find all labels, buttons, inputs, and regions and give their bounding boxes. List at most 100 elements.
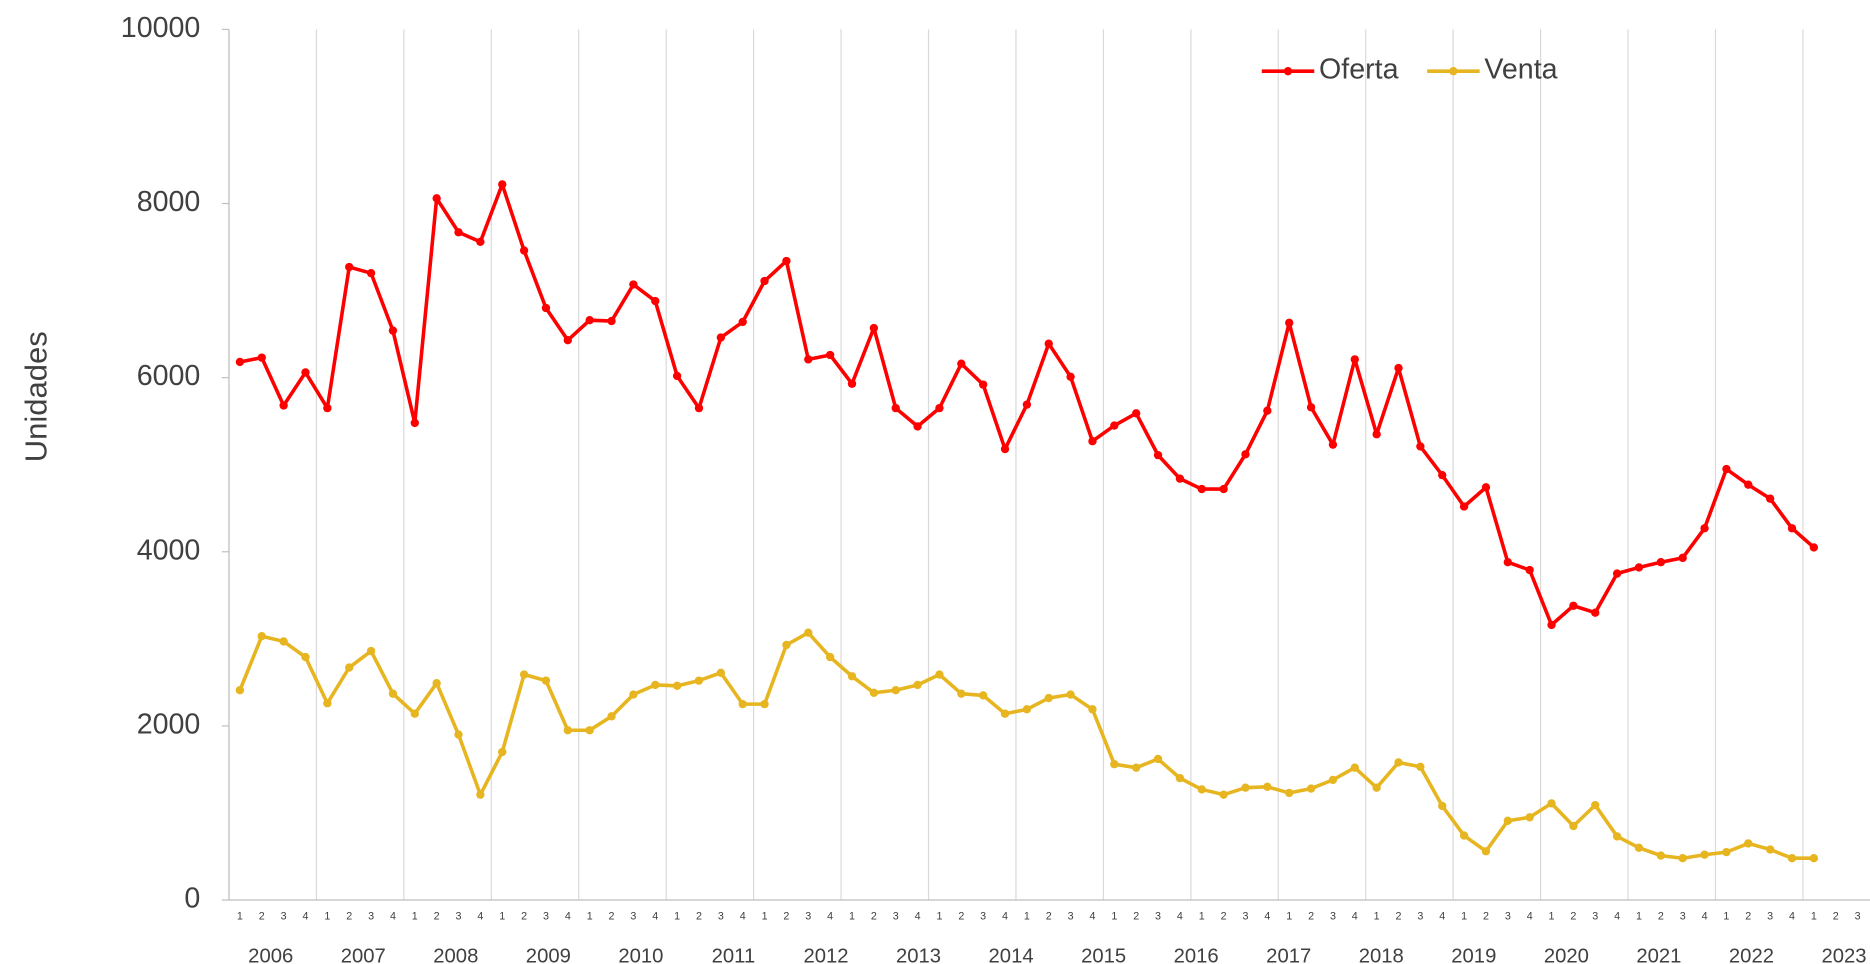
- y-tick-label: 6000: [137, 360, 201, 392]
- data-point: [301, 368, 310, 377]
- x-tick-label: 1: [1024, 911, 1030, 923]
- x-tick-label: 1: [1199, 911, 1205, 923]
- x-tick-label: 3: [281, 911, 287, 923]
- data-point: [847, 379, 857, 388]
- data-point: [629, 280, 638, 289]
- data-point: [563, 336, 572, 345]
- data-point: [279, 637, 288, 646]
- x-tick-label: 1: [1549, 911, 1555, 923]
- data-point: [1372, 783, 1381, 792]
- data-point: [476, 790, 485, 799]
- data-point: [1722, 464, 1731, 474]
- data-point: [1591, 800, 1600, 810]
- data-point: [1197, 785, 1206, 794]
- x-group-label: 2010: [618, 946, 663, 964]
- data-point: [1110, 760, 1119, 769]
- x-tick-label: 3: [1155, 911, 1161, 923]
- data-point: [1459, 831, 1469, 840]
- data-point: [1744, 480, 1753, 489]
- x-group-label: 2013: [896, 946, 941, 964]
- data-point: [1700, 524, 1709, 533]
- data-point: [935, 670, 944, 679]
- data-point: [716, 333, 726, 342]
- x-tick-label: 3: [1592, 911, 1598, 923]
- x-tick-label: 3: [718, 911, 724, 923]
- data-point: [935, 403, 944, 413]
- x-tick-label: 3: [1330, 911, 1336, 923]
- x-tick-label: 4: [1089, 911, 1095, 923]
- legend-swatch-marker: [1283, 66, 1293, 76]
- data-point: [891, 403, 900, 413]
- data-point: [1153, 754, 1163, 764]
- x-tick-label: 2: [958, 911, 964, 923]
- data-point: [607, 712, 616, 721]
- data-point: [738, 317, 747, 327]
- x-tick-label: 3: [893, 911, 899, 923]
- data-point: [366, 646, 376, 656]
- data-point: [235, 686, 245, 695]
- data-point: [1591, 608, 1600, 617]
- data-point: [1569, 601, 1578, 610]
- data-point: [279, 401, 288, 410]
- x-tick-label: 1: [762, 911, 768, 923]
- data-point: [825, 350, 835, 360]
- data-point: [519, 246, 529, 255]
- x-tick-label: 1: [499, 911, 505, 923]
- data-point: [1000, 709, 1010, 718]
- x-group-label: 2022: [1729, 946, 1774, 964]
- data-point: [1438, 801, 1447, 811]
- data-point: [1547, 620, 1556, 630]
- data-point: [891, 686, 900, 695]
- data-point: [913, 422, 922, 431]
- data-point: [1197, 484, 1206, 494]
- data-point: [498, 180, 507, 189]
- x-tick-label: 4: [1002, 911, 1008, 923]
- x-tick-label: 1: [1111, 911, 1117, 923]
- x-tick-label: 3: [630, 911, 636, 923]
- data-point: [672, 371, 682, 381]
- data-point: [760, 699, 769, 709]
- data-point: [410, 418, 419, 428]
- data-point: [323, 699, 332, 708]
- x-tick-label: 4: [740, 911, 746, 923]
- data-point: [651, 296, 660, 306]
- x-tick-label: 2: [609, 911, 615, 923]
- x-tick-label: 2: [783, 911, 789, 923]
- data-point: [541, 676, 551, 685]
- x-group-label: 2015: [1081, 946, 1126, 964]
- data-point: [257, 353, 266, 362]
- y-tick-label: 0: [184, 883, 200, 915]
- x-tick-label: 1: [324, 911, 330, 923]
- data-point: [454, 228, 463, 237]
- data-point: [1481, 847, 1491, 856]
- data-point: [1569, 821, 1578, 831]
- data-point: [1525, 813, 1534, 822]
- y-tick-label: 10000: [121, 12, 201, 44]
- data-point: [1285, 318, 1294, 327]
- data-point: [1022, 400, 1032, 409]
- data-point: [672, 681, 682, 691]
- data-point: [804, 355, 813, 364]
- x-group-label: 2006: [248, 946, 293, 964]
- data-point: [1481, 483, 1491, 492]
- data-point: [1306, 784, 1316, 793]
- data-point: [432, 194, 441, 203]
- x-tick-label: 4: [827, 911, 833, 923]
- data-point: [1416, 442, 1425, 451]
- data-point: [541, 303, 551, 313]
- x-tick-label: 2: [259, 911, 265, 923]
- data-point: [847, 672, 857, 681]
- data-point: [1503, 558, 1512, 567]
- data-point: [629, 690, 638, 699]
- data-point: [1787, 854, 1797, 863]
- data-point: [1700, 850, 1709, 859]
- x-tick-label: 1: [1723, 911, 1729, 923]
- x-tick-label: 2: [1745, 911, 1751, 923]
- x-group-label: 2008: [433, 946, 478, 964]
- x-tick-label: 1: [1811, 911, 1817, 923]
- data-point: [585, 316, 594, 325]
- data-point: [1328, 440, 1338, 449]
- x-tick-label: 2: [1483, 911, 1489, 923]
- x-tick-label: 3: [1417, 911, 1423, 923]
- data-point: [1088, 437, 1097, 446]
